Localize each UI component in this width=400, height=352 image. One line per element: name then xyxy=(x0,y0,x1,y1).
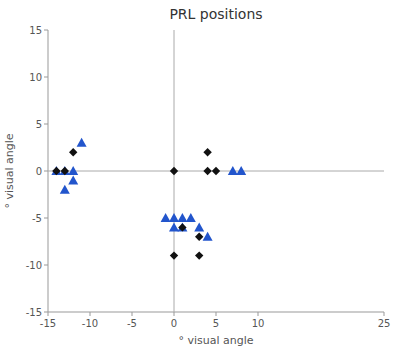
y-tick xyxy=(44,218,48,219)
diamond-point xyxy=(170,167,178,175)
diamond-point xyxy=(61,167,69,175)
triangle-point xyxy=(169,213,179,222)
y-tick-label: -5 xyxy=(32,213,42,224)
diamond-point xyxy=(69,148,77,156)
x-tick-label: -5 xyxy=(127,318,137,329)
plot-area xyxy=(51,138,246,260)
y-tick xyxy=(44,77,48,78)
diamond-point xyxy=(170,251,178,259)
triangle-point xyxy=(177,222,187,231)
x-tick-label: 25 xyxy=(378,318,391,329)
y-tick-label: -10 xyxy=(26,260,42,271)
triangle-point xyxy=(77,138,87,147)
chart: -15 -10 -5 0 5 10 25 -15 -10 -5 0 5 10 15 PRL position… xyxy=(0,0,400,352)
y-tick xyxy=(44,312,48,313)
y-tick xyxy=(44,265,48,266)
y-tick-label: 0 xyxy=(36,166,42,177)
triangle-point xyxy=(169,222,179,231)
x-tick xyxy=(90,312,91,316)
triangle-point xyxy=(186,213,196,222)
diamond-point xyxy=(178,223,186,231)
title: PRL positions xyxy=(169,6,262,22)
triangle-point xyxy=(236,166,246,175)
diamond-point xyxy=(52,167,60,175)
x-tick-label: 5 xyxy=(213,318,219,329)
y-axis-label: ° visual angle xyxy=(3,133,16,208)
y-tick-label: -15 xyxy=(26,307,42,318)
x-tick-label: 10 xyxy=(252,318,265,329)
x-tick-label: 0 xyxy=(171,318,177,329)
y-tick-label: 15 xyxy=(29,25,42,36)
triangle-point xyxy=(68,175,78,184)
x-tick-label: -15 xyxy=(40,318,56,329)
triangle-point xyxy=(228,166,238,175)
y-tick xyxy=(44,171,48,172)
x-tick xyxy=(216,312,217,316)
diamond-point xyxy=(212,167,220,175)
triangle-point xyxy=(68,166,78,175)
triangle-point xyxy=(60,166,70,175)
triangle-point xyxy=(51,166,61,175)
series-0 xyxy=(52,148,220,260)
series-1 xyxy=(51,138,246,241)
diamond-point xyxy=(203,167,211,175)
diamond-point xyxy=(195,233,203,241)
triangle-point xyxy=(203,232,213,241)
triangle-point xyxy=(161,213,171,222)
x-tick xyxy=(258,312,259,316)
triangle-point xyxy=(177,213,187,222)
y-tick xyxy=(44,30,48,31)
x-axis-label: ° visual angle xyxy=(178,334,253,347)
triangle-point xyxy=(60,185,70,194)
diamond-point xyxy=(203,148,211,156)
diamond-point xyxy=(195,251,203,259)
x-tick xyxy=(174,312,175,316)
x-tick xyxy=(384,312,385,316)
x-tick-label: -10 xyxy=(82,318,98,329)
y-tick xyxy=(44,124,48,125)
y-tick-label: 10 xyxy=(29,72,42,83)
y-tick-label: 5 xyxy=(36,119,42,130)
x-tick xyxy=(132,312,133,316)
x-tick xyxy=(48,312,49,316)
triangle-point xyxy=(194,222,204,231)
